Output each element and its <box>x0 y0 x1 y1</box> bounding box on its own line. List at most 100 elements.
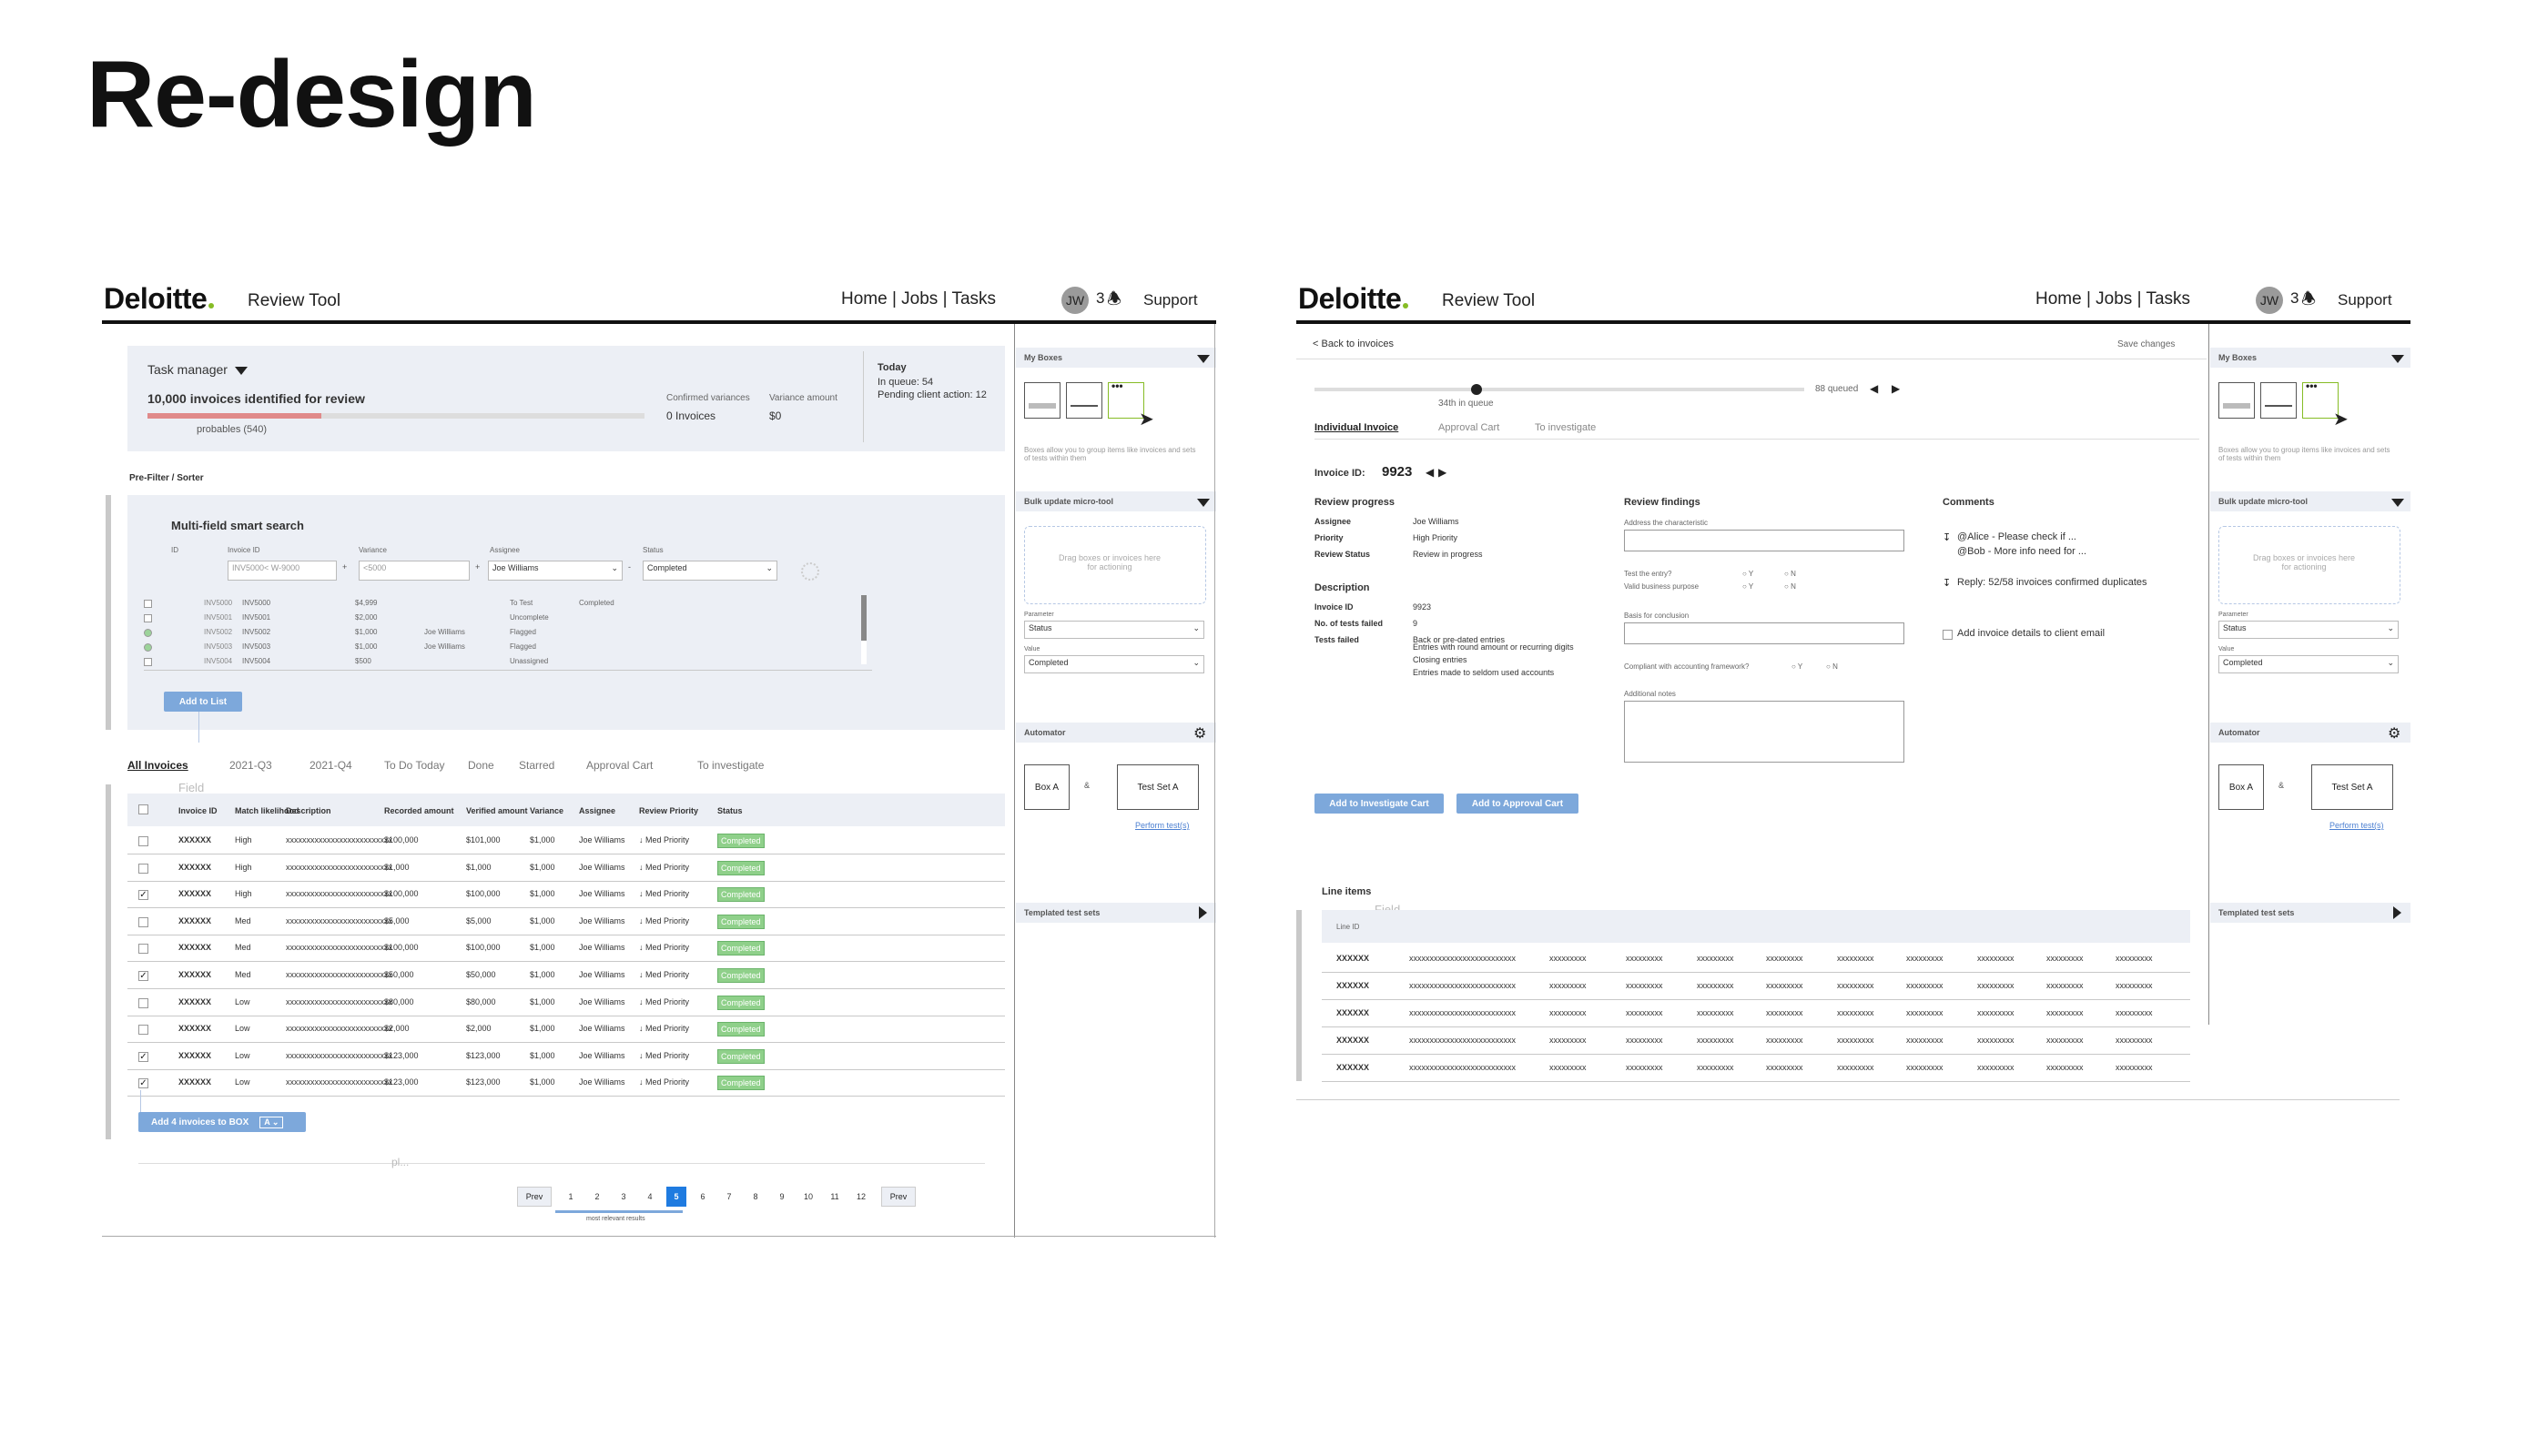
tab-done[interactable]: Done <box>468 759 494 772</box>
column-header[interactable]: Invoice ID <box>178 806 218 815</box>
column-header[interactable]: Variance <box>530 806 564 815</box>
column-header[interactable]: Status <box>717 806 743 815</box>
chevron-down-icon[interactable] <box>1197 499 1210 507</box>
box-thumbnail[interactable] <box>2218 382 2255 419</box>
box-thumbnail-selected[interactable]: ••• <box>2302 379 2339 419</box>
chevron-right-icon[interactable] <box>1199 906 1207 919</box>
prev-arrow-icon[interactable]: ◀ <box>1426 466 1435 479</box>
line-item-row[interactable]: XXXXXX xxxxxxxxxxxxxxxxxxxxxxxxxx xxxxxxxx… <box>1322 946 2190 973</box>
column-header[interactable]: Description <box>286 806 331 815</box>
top-nav[interactable]: Home | Jobs | Tasks <box>841 289 997 308</box>
reply-icon[interactable]: ↧ <box>1943 532 1952 543</box>
row-checkbox[interactable]: ✓ <box>138 971 148 981</box>
radio-no[interactable]: ○ N <box>1784 582 1796 591</box>
row-checkbox[interactable] <box>144 629 152 637</box>
status-filter-select[interactable]: Completed ⌄ <box>643 561 777 581</box>
tab-to-investigate[interactable]: To investigate <box>1535 422 1597 433</box>
perform-tests-link[interactable]: Perform test(s) <box>1135 821 1190 830</box>
templated-header[interactable] <box>2210 903 2410 923</box>
queue-slider-handle[interactable] <box>1470 384 1482 395</box>
address-input[interactable] <box>1624 530 1904 551</box>
tab-to-investigate[interactable]: To investigate <box>697 759 765 772</box>
row-checkbox[interactable] <box>144 600 152 608</box>
line-item-row[interactable]: XXXXXX xxxxxxxxxxxxxxxxxxxxxxxxxx xxxxxxxx… <box>1322 1001 2190 1027</box>
box-a-card[interactable]: Box A <box>1024 764 1070 810</box>
radio-no[interactable]: ○ N <box>1826 662 1838 671</box>
table-row[interactable]: ✓ XXXXXX High xxxxxxxxxxxxxxxxxxxxxxxxxx $10… <box>127 882 1005 909</box>
client-email-checkbox[interactable] <box>1943 630 1953 640</box>
table-row[interactable]: ✓ XXXXXX Med xxxxxxxxxxxxxxxxxxxxxxxxxx $50,… <box>127 963 1005 989</box>
row-checkbox[interactable]: ✓ <box>138 1078 148 1089</box>
smart-search-row[interactable]: INV5001 $2,000 Uncomplete INV5001 <box>144 613 945 626</box>
page-number[interactable]: 2 <box>594 1192 600 1201</box>
next-arrow-icon[interactable]: ▶ <box>1892 382 1901 395</box>
tab-all-invoices[interactable]: All Invoices <box>127 759 188 772</box>
select-all-checkbox[interactable] <box>138 804 148 814</box>
prev-arrow-icon[interactable]: ◀ <box>1870 382 1879 395</box>
line-item-row[interactable]: XXXXXX xxxxxxxxxxxxxxxxxxxxxxxxxx xxxxxxxx… <box>1322 1028 2190 1055</box>
smart-search-row[interactable]: INV5000 $4,999 To Test Completed INV5000 <box>144 599 945 612</box>
page-number[interactable]: 7 <box>726 1192 732 1201</box>
page-number[interactable]: 1 <box>568 1192 573 1201</box>
back-link[interactable]: < Back to invoices <box>1313 339 1394 349</box>
add-to-investigate-button[interactable]: Add to Investigate Cart <box>1314 794 1444 814</box>
table-row[interactable]: XXXXXX Low xxxxxxxxxxxxxxxxxxxxxxxxxx $2,00… <box>127 1016 1005 1044</box>
support-link[interactable]: Support <box>1143 291 1198 308</box>
column-header[interactable]: Verified amount <box>466 806 528 815</box>
table-row[interactable]: XXXXXX Low xxxxxxxxxxxxxxxxxxxxxxxxxx $80,0… <box>127 990 1005 1016</box>
page-number[interactable]: 10 <box>803 1192 813 1201</box>
page-number[interactable]: 11 <box>830 1192 839 1201</box>
prev-page-button[interactable]: Prev <box>517 1187 552 1207</box>
row-checkbox[interactable]: ✓ <box>138 890 148 901</box>
tab-2021-q4[interactable]: 2021-Q4 <box>310 759 352 772</box>
parameter-select[interactable]: Status ⌄ <box>1024 621 1204 639</box>
page-number[interactable]: 9 <box>779 1192 785 1201</box>
row-checkbox[interactable] <box>144 643 152 652</box>
next-arrow-icon[interactable]: ▶ <box>1438 466 1447 479</box>
avatar[interactable]: JW <box>2256 287 2283 314</box>
row-checkbox[interactable] <box>138 944 148 955</box>
smart-search-row[interactable]: INV5004 $500 Unassigned INV5004 <box>144 657 945 670</box>
box-select[interactable]: A ⌄ <box>259 1116 284 1128</box>
table-row[interactable]: XXXXXX High xxxxxxxxxxxxxxxxxxxxxxxxxx $100… <box>127 828 1005 854</box>
task-manager-label[interactable]: Task manager <box>147 362 228 377</box>
smart-search-row[interactable]: INV5003 $1,000 Joe Williams Flagged INV5003 <box>144 642 945 655</box>
test-set-card[interactable]: Test Set A <box>1117 764 1199 810</box>
radio-yes[interactable]: ○ Y <box>1791 662 1803 671</box>
bell-icon[interactable]: 🕭 <box>1107 289 1122 308</box>
bell-icon[interactable]: 🕭 <box>2301 289 2317 308</box>
column-header[interactable]: Match likelihood <box>235 806 299 815</box>
table-row[interactable]: XXXXXX Med xxxxxxxxxxxxxxxxxxxxxxxxxx $5,00… <box>127 909 1005 935</box>
top-nav[interactable]: Home | Jobs | Tasks <box>2035 289 2191 308</box>
box-thumbnail[interactable] <box>1066 382 1102 419</box>
basis-input[interactable] <box>1624 622 1904 644</box>
line-item-row[interactable]: XXXXXX xxxxxxxxxxxxxxxxxxxxxxxxxx xxxxxxxx… <box>1322 1056 2190 1082</box>
line-item-row[interactable]: XXXXXX xxxxxxxxxxxxxxxxxxxxxxxxxx xxxxxxxx… <box>1322 974 2190 1000</box>
row-checkbox[interactable] <box>144 658 152 666</box>
column-header[interactable]: Assignee <box>579 806 616 815</box>
parameter-select[interactable]: Status ⌄ <box>2218 621 2399 639</box>
chevron-right-icon[interactable] <box>2393 906 2401 919</box>
row-checkbox[interactable] <box>138 836 148 846</box>
smart-search-row[interactable]: INV5002 $1,000 Joe Williams Flagged INV5002 <box>144 628 945 641</box>
tab-approval-cart[interactable]: Approval Cart <box>586 759 654 772</box>
value-select[interactable]: Completed ⌄ <box>2218 655 2399 673</box>
invoice-filter-input[interactable]: INV5000< W-9000 <box>228 561 337 581</box>
box-thumbnail[interactable] <box>1024 382 1061 419</box>
box-thumbnail[interactable] <box>2260 382 2297 419</box>
box-thumbnail-selected[interactable]: ••• <box>1108 379 1144 419</box>
page-number[interactable]: 4 <box>647 1192 653 1201</box>
save-changes-link[interactable]: Save changes <box>2117 339 2176 349</box>
reply-icon[interactable]: ↧ <box>1943 578 1952 589</box>
support-link[interactable]: Support <box>2338 291 2392 308</box>
table-row[interactable]: ✓ XXXXXX Low xxxxxxxxxxxxxxxxxxxxxxxxxx $123… <box>127 1070 1005 1097</box>
page-number[interactable]: 8 <box>753 1192 758 1201</box>
row-checkbox[interactable] <box>138 916 148 927</box>
row-checkbox[interactable] <box>138 863 148 874</box>
table-row[interactable]: XXXXXX Med xxxxxxxxxxxxxxxxxxxxxxxxxx $100,… <box>127 935 1005 963</box>
tab-approval-cart[interactable]: Approval Cart <box>1438 422 1500 433</box>
gear-icon[interactable]: ⚙ <box>1193 726 1207 742</box>
page-number[interactable]: 6 <box>700 1192 705 1201</box>
column-header[interactable]: Recorded amount <box>384 806 454 815</box>
test-set-card[interactable]: Test Set A <box>2311 764 2393 810</box>
